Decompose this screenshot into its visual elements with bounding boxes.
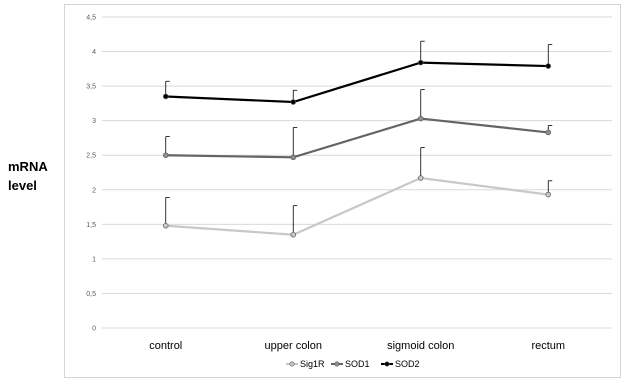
- y-tick-label: 3: [92, 118, 96, 125]
- series-line-sod1: [165, 117, 549, 159]
- y-tick-label: 2: [92, 187, 96, 194]
- y-tick-label: 1: [92, 256, 96, 263]
- data-point-sod2: [290, 99, 297, 105]
- data-point-sod2: [163, 93, 169, 100]
- legend-swatch-marker: [334, 361, 340, 367]
- y-axis-label: mRNA level: [8, 159, 48, 193]
- x-tick-label: rectum: [531, 340, 565, 352]
- y-tick-label: 0: [92, 326, 96, 333]
- data-point-sig1r: [418, 175, 424, 181]
- legend-label: SOD2: [395, 359, 420, 369]
- data-point-sig1r: [290, 231, 297, 238]
- data-point-sod2: [545, 63, 551, 69]
- legend-swatch-marker: [384, 361, 390, 367]
- x-tick-label: upper colon: [265, 340, 323, 352]
- legend-swatch-marker: [289, 361, 295, 367]
- data-point-sod1: [163, 152, 169, 158]
- legend-label: SOD1: [345, 359, 370, 369]
- data-point-sod1: [545, 129, 551, 136]
- y-tick-label: 2,5: [86, 153, 96, 160]
- data-point-sod2: [418, 59, 424, 66]
- y-tick-label: 4: [92, 49, 96, 56]
- x-tick-label: control: [149, 340, 182, 352]
- y-tick-label: 4,5: [86, 15, 96, 22]
- data-point-sod1: [290, 154, 297, 161]
- y-tick-label: 0,5: [86, 291, 96, 298]
- data-point-sig1r: [163, 222, 169, 229]
- series-line-sig1r: [165, 176, 549, 236]
- series-line-sod2: [165, 61, 549, 104]
- chart-frame: [64, 4, 621, 378]
- data-point-sig1r: [545, 191, 551, 198]
- x-tick-label: sigmoid colon: [387, 340, 454, 352]
- data-point-sod1: [418, 115, 424, 122]
- legend-label: Sig1R: [300, 359, 325, 369]
- y-tick-label: 3,5: [86, 84, 96, 91]
- y-tick-label: 1,5: [86, 222, 96, 229]
